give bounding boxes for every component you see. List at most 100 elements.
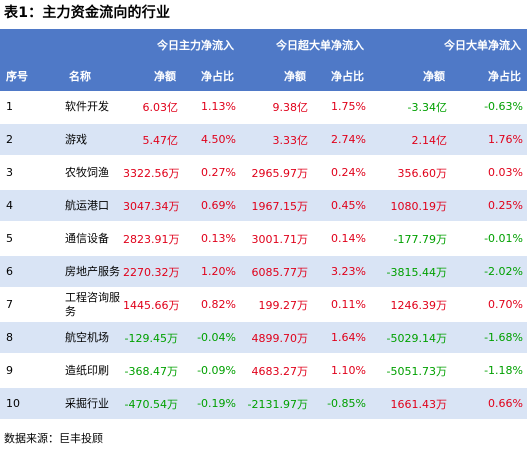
net-ratio-cell: -1.68% <box>451 321 527 355</box>
net-ratio-cell: 1.64% <box>312 321 370 355</box>
net-ratio-cell: 1.20% <box>182 255 240 289</box>
net-ratio-cell: 0.24% <box>312 156 370 190</box>
industry-name: 软件开发 <box>55 91 123 124</box>
net-amount-cell: 2.14亿 <box>370 123 451 157</box>
row-index: 10 <box>0 387 55 421</box>
net-ratio-cell: 0.11% <box>312 288 370 322</box>
net-ratio-cell: 1.76% <box>451 123 527 157</box>
net-ratio-cell: 0.70% <box>451 288 527 322</box>
table-row: 9 造纸印刷 -368.47万 -0.09% 4683.27万 1.10% -5051.73… <box>0 354 527 388</box>
row-index: 1 <box>0 91 55 124</box>
net-amount-cell: 5.47亿 <box>123 123 182 157</box>
net-amount-cell: 1246.39万 <box>370 288 451 322</box>
row-index: 6 <box>0 255 55 289</box>
net-ratio-cell: -0.19% <box>182 387 240 421</box>
industry-name: 房地产服务 <box>55 255 123 289</box>
net-amount-cell: 1661.43万 <box>370 387 451 421</box>
net-amount-cell: -129.45万 <box>123 321 182 355</box>
net-amount-cell: 4899.70万 <box>240 321 312 355</box>
table-row: 5 通信设备 2823.91万 0.13% 3001.71万 0.14% -177.79万 -… <box>0 222 527 256</box>
net-ratio-cell: 1.13% <box>182 91 240 124</box>
industry-fund-flow-table: 今日主力净流入 今日超大单净流入 今日大单净流入 序号 名称 净额 净占比 净额… <box>0 29 527 421</box>
net-amount-cell: 1445.66万 <box>123 288 182 322</box>
net-amount-cell: -470.54万 <box>123 387 182 421</box>
net-ratio-cell: 3.23% <box>312 255 370 289</box>
group-super-large-inflow: 今日超大单净流入 <box>240 29 370 60</box>
net-ratio-cell: 0.25% <box>451 189 527 223</box>
header-net-amount: 净额 <box>370 60 451 91</box>
net-ratio-cell: -2.02% <box>451 255 527 289</box>
row-index: 8 <box>0 321 55 355</box>
row-index: 4 <box>0 189 55 223</box>
net-amount-cell: 356.60万 <box>370 156 451 190</box>
net-amount-cell: -3815.44万 <box>370 255 451 289</box>
row-index: 9 <box>0 354 55 388</box>
net-ratio-cell: 0.45% <box>312 189 370 223</box>
net-amount-cell: 199.27万 <box>240 288 312 322</box>
header-net-amount: 净额 <box>240 60 312 91</box>
net-ratio-cell: 0.27% <box>182 156 240 190</box>
net-ratio-cell: -0.04% <box>182 321 240 355</box>
net-ratio-cell: 4.50% <box>182 123 240 157</box>
group-large-inflow: 今日大单净流入 <box>370 29 527 60</box>
net-ratio-cell: -0.01% <box>451 222 527 256</box>
industry-name: 采掘行业 <box>55 387 123 421</box>
net-ratio-cell: -0.09% <box>182 354 240 388</box>
header-index: 序号 <box>0 60 55 91</box>
industry-name: 造纸印刷 <box>55 354 123 388</box>
net-amount-cell: 3.33亿 <box>240 123 312 157</box>
net-ratio-cell: 0.03% <box>451 156 527 190</box>
header-row-sub: 序号 名称 净额 净占比 净额 净占比 净额 净占比 <box>0 60 527 91</box>
table-row: 3 农牧饲渔 3322.56万 0.27% 2965.97万 0.24% 356.60万 0.… <box>0 156 527 190</box>
net-amount-cell: 3001.71万 <box>240 222 312 256</box>
industry-name: 航空机场 <box>55 321 123 355</box>
net-amount-cell: -5029.14万 <box>370 321 451 355</box>
net-amount-cell: 6085.77万 <box>240 255 312 289</box>
header-net-ratio: 净占比 <box>182 60 240 91</box>
net-amount-cell: -177.79万 <box>370 222 451 256</box>
net-ratio-cell: -0.85% <box>312 387 370 421</box>
header-net-ratio: 净占比 <box>312 60 370 91</box>
industry-name: 工程咨询服务 <box>55 288 123 322</box>
net-amount-cell: 4683.27万 <box>240 354 312 388</box>
table-row: 1 软件开发 6.03亿 1.13% 9.38亿 1.75% -3.34亿 -0.63% <box>0 91 527 124</box>
net-amount-cell: 6.03亿 <box>123 91 182 124</box>
net-amount-cell: 1080.19万 <box>370 189 451 223</box>
net-ratio-cell: 0.82% <box>182 288 240 322</box>
header-name: 名称 <box>55 60 123 91</box>
table-row: 2 游戏 5.47亿 4.50% 3.33亿 2.74% 2.14亿 1.76% <box>0 123 527 157</box>
row-index: 2 <box>0 123 55 157</box>
net-amount-cell: -5051.73万 <box>370 354 451 388</box>
row-index: 7 <box>0 288 55 322</box>
net-ratio-cell: 2.74% <box>312 123 370 157</box>
net-ratio-cell: 0.13% <box>182 222 240 256</box>
net-amount-cell: 2270.32万 <box>123 255 182 289</box>
industry-name: 游戏 <box>55 123 123 157</box>
header-row-groups: 今日主力净流入 今日超大单净流入 今日大单净流入 <box>0 29 527 60</box>
table-title: 表1：主力资金流向的行业 <box>4 5 171 21</box>
header-net-amount: 净额 <box>123 60 182 91</box>
net-amount-cell: 3047.34万 <box>123 189 182 223</box>
net-amount-cell: 2965.97万 <box>240 156 312 190</box>
net-ratio-cell: -0.63% <box>451 91 527 124</box>
header-blank <box>55 29 123 60</box>
table-row: 6 房地产服务 2270.32万 1.20% 6085.77万 3.23% -3815.44… <box>0 255 527 289</box>
table-row: 7 工程咨询服务 1445.66万 0.82% 199.27万 0.11% 1246.39万… <box>0 288 527 322</box>
net-amount-cell: -3.34亿 <box>370 91 451 124</box>
table-row: 10 采掘行业 -470.54万 -0.19% -2131.97万 -0.85% 1661.… <box>0 387 527 421</box>
net-ratio-cell: -1.18% <box>451 354 527 388</box>
table-row: 4 航运港口 3047.34万 0.69% 1967.15万 0.45% 1080.19万 0… <box>0 189 527 223</box>
net-ratio-cell: 1.10% <box>312 354 370 388</box>
industry-name: 航运港口 <box>55 189 123 223</box>
industry-name: 农牧饲渔 <box>55 156 123 190</box>
net-ratio-cell: 0.69% <box>182 189 240 223</box>
industry-name: 通信设备 <box>55 222 123 256</box>
net-amount-cell: 9.38亿 <box>240 91 312 124</box>
net-ratio-cell: 1.75% <box>312 91 370 124</box>
group-main-inflow: 今日主力净流入 <box>123 29 240 60</box>
table-row: 8 航空机场 -129.45万 -0.04% 4899.70万 1.64% -5029.14… <box>0 321 527 355</box>
net-ratio-cell: 0.14% <box>312 222 370 256</box>
net-amount-cell: 3322.56万 <box>123 156 182 190</box>
net-ratio-cell: 0.66% <box>451 387 527 421</box>
row-index: 3 <box>0 156 55 190</box>
